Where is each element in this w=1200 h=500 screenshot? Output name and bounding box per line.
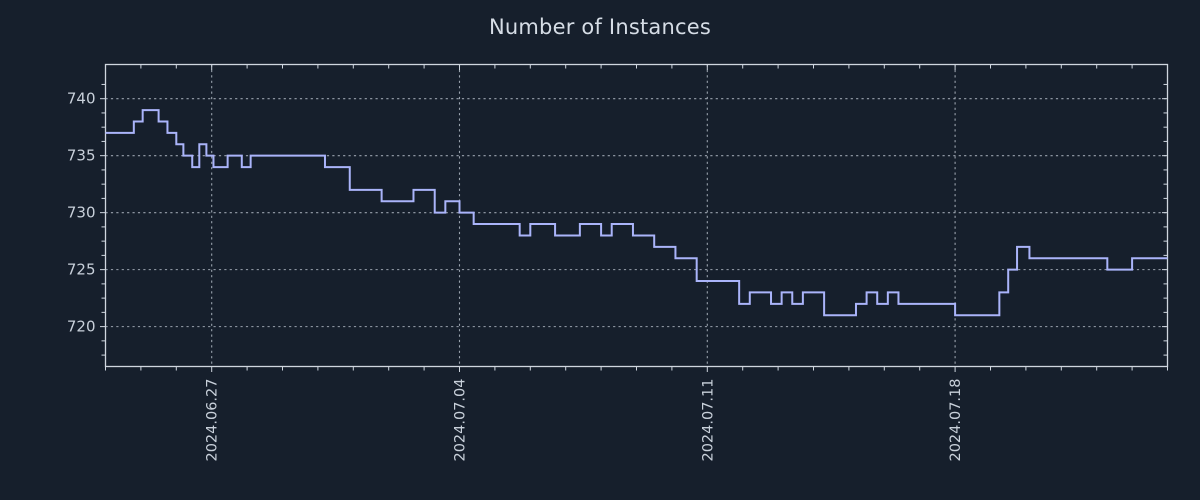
axes-spines bbox=[104, 63, 1169, 368]
tick-marks-layer bbox=[100, 64, 1168, 372]
chart-title: Number of Instances bbox=[488, 15, 711, 39]
x-tick-label: 2024.06.27 bbox=[205, 379, 221, 462]
series-line-0 bbox=[105, 109, 1168, 317]
y-tick-label: 720 bbox=[67, 318, 96, 336]
y-tick-label: 725 bbox=[67, 261, 96, 279]
data-series-layer bbox=[105, 109, 1168, 317]
grid-layer bbox=[105, 64, 1168, 367]
x-tick-label: 2024.07.18 bbox=[948, 379, 964, 462]
y-tick-label: 740 bbox=[67, 90, 96, 108]
y-tick-label: 735 bbox=[67, 147, 96, 165]
y-axis-tick-labels: 720 725 730 735 740 bbox=[67, 90, 96, 336]
x-tick-label: 2024.07.04 bbox=[453, 379, 469, 462]
x-tick-label: 2024.07.11 bbox=[700, 379, 716, 462]
y-tick-label: 730 bbox=[67, 204, 96, 222]
plot-border bbox=[104, 63, 1169, 368]
x-axis-tick-labels: 2024.06.27 2024.07.04 2024.07.11 2024.07.18 bbox=[205, 379, 964, 462]
